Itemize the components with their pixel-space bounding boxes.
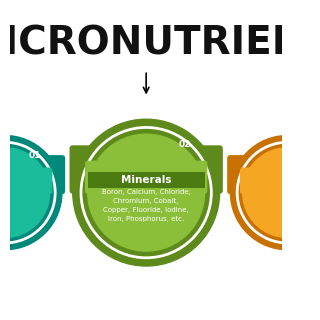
Bar: [73, 148, 220, 193]
Circle shape: [230, 136, 320, 250]
Bar: [243, 170, 320, 193]
Text: 03: 03: [311, 151, 320, 160]
Circle shape: [88, 134, 204, 251]
Bar: [88, 172, 204, 188]
Bar: [0, 170, 50, 193]
FancyBboxPatch shape: [227, 155, 320, 194]
Text: 02: 02: [178, 140, 190, 149]
Circle shape: [73, 119, 220, 266]
Bar: [88, 164, 204, 193]
Circle shape: [243, 148, 320, 237]
FancyBboxPatch shape: [85, 161, 207, 194]
FancyBboxPatch shape: [0, 155, 65, 194]
Text: M: M: [283, 193, 292, 202]
FancyBboxPatch shape: [69, 145, 223, 194]
Circle shape: [0, 148, 50, 237]
FancyBboxPatch shape: [0, 167, 52, 194]
Text: Minerals: Minerals: [121, 175, 172, 185]
Bar: [0, 158, 62, 193]
FancyBboxPatch shape: [240, 167, 320, 194]
Text: B,
D,
K,: B, D, K,: [0, 180, 10, 215]
Text: MICRONUTRIENTS: MICRONUTRIENTS: [0, 24, 320, 62]
Circle shape: [0, 136, 62, 250]
Text: 01: 01: [28, 151, 41, 160]
Bar: [230, 158, 320, 193]
Text: Boron, Calcium, Chloride,
Chromium, Cobalt,
Copper, Fluoride, Iodine,
Iron, Phos: Boron, Calcium, Chloride, Chromium, Coba…: [102, 189, 191, 222]
